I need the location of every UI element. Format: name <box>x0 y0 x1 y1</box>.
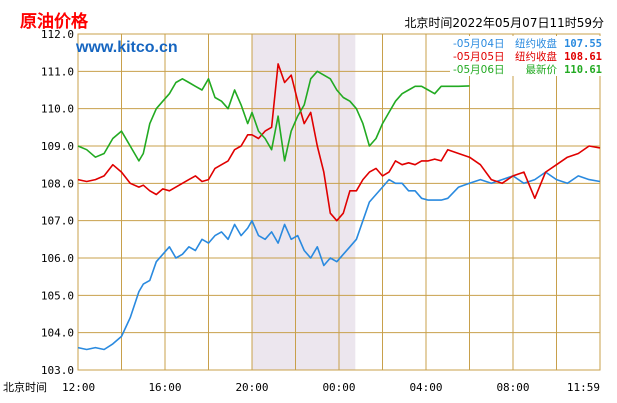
x-tick-label: 08:00 <box>496 381 529 394</box>
x-axis-prefix: 北京时间 <box>3 380 47 394</box>
chart-timestamp: 北京时间2022年05月07日11时59分 <box>404 16 604 30</box>
plot-border <box>77 33 601 371</box>
y-tick-label: 106.0 <box>41 252 74 265</box>
legend-label-1: 纽约收盘 <box>515 37 557 50</box>
legend-date-1: -05月04日 <box>453 38 505 50</box>
legend-value-2: 108.61 <box>564 51 602 63</box>
y-tick-label: 110.0 <box>41 103 74 116</box>
y-tick-label: 107.0 <box>41 215 74 228</box>
legend-label-2: 纽约收盘 <box>515 50 557 63</box>
y-tick-label: 109.0 <box>41 140 74 153</box>
x-axis-ticks: 12:00 16:00 20:00 00:00 04:00 08:00 11:59 <box>62 381 600 394</box>
shaded-session-band <box>252 34 356 370</box>
legend-value-3: 110.61 <box>564 64 602 76</box>
series-line-1 <box>77 171 601 351</box>
y-axis-ticks: 103.0 104.0 105.0 106.0 107.0 108.0 109.0 110.0… <box>41 28 74 377</box>
x-tick-label: 11:59 <box>567 381 600 394</box>
y-tick-label: 104.0 <box>41 327 74 340</box>
y-tick-label: 111.0 <box>41 65 74 78</box>
legend-box <box>450 36 603 76</box>
price-lines <box>77 63 601 351</box>
x-tick-label: 16:00 <box>148 381 181 394</box>
legend-date-2: -05月05日 <box>453 51 505 63</box>
series-line-2 <box>77 63 601 222</box>
grid-lines <box>77 33 601 371</box>
legend-date-3: -05月06日 <box>453 64 505 76</box>
x-tick-label: 12:00 <box>62 381 95 394</box>
y-tick-label: 112.0 <box>41 28 74 41</box>
x-tick-label: 04:00 <box>409 381 442 394</box>
legend-label-3: 最新价 <box>526 63 558 76</box>
series-line-3 <box>77 70 470 162</box>
legend-value-1: 107.55 <box>564 38 602 50</box>
site-watermark: www.kitco.cn <box>75 39 178 56</box>
chart-title: 原油价格 <box>20 11 89 32</box>
shaded-band <box>252 34 356 370</box>
y-tick-label: 105.0 <box>41 289 74 302</box>
x-tick-label: 00:00 <box>322 381 355 394</box>
legend: -05月04日 纽约收盘 107.55 -05月05日 纽约收盘 108.61 -05月06… <box>450 36 603 76</box>
x-tick-label: 20:00 <box>235 381 268 394</box>
y-tick-label: 108.0 <box>41 177 74 190</box>
y-tick-label: 103.0 <box>41 364 74 377</box>
